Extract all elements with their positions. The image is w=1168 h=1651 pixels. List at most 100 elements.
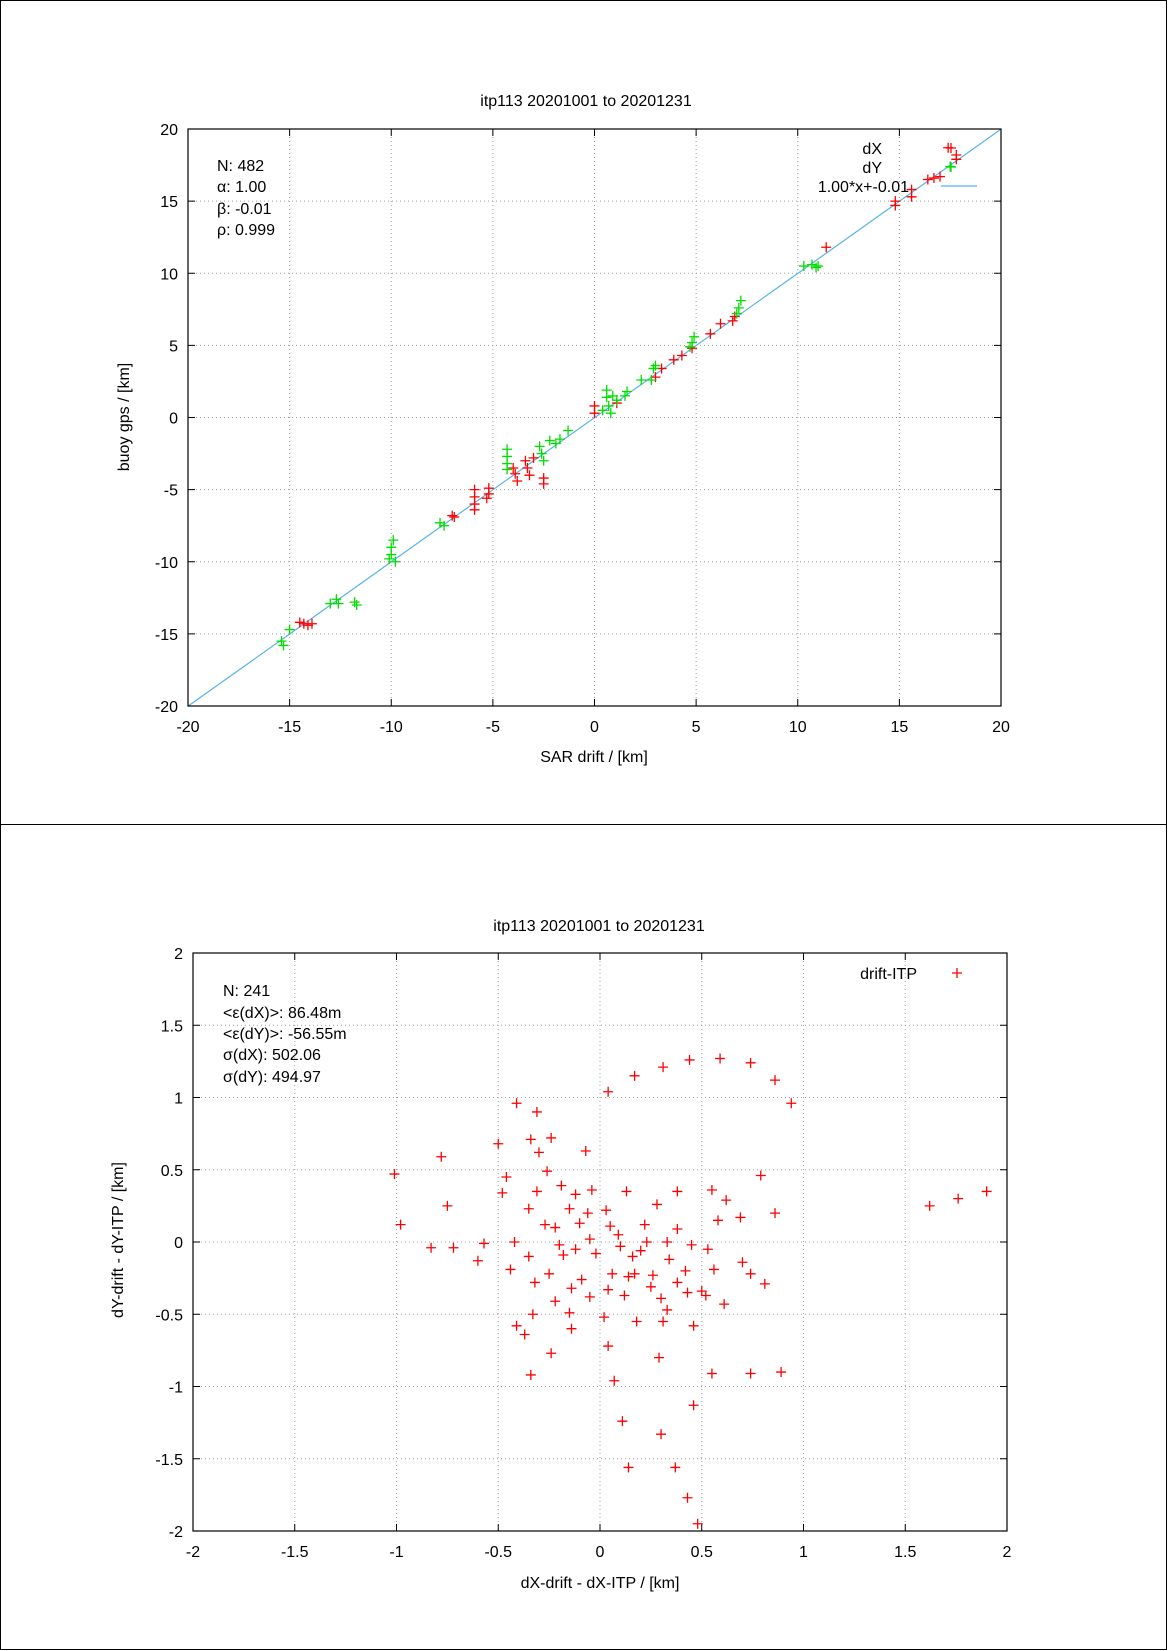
data-point bbox=[906, 184, 917, 195]
data-point bbox=[686, 1239, 697, 1250]
y-tick-label: -1 bbox=[169, 1380, 183, 1397]
data-point bbox=[511, 1320, 522, 1331]
stat-line: N: 241 bbox=[223, 983, 270, 1000]
data-point bbox=[635, 1245, 646, 1256]
data-point bbox=[654, 1352, 665, 1363]
data-point bbox=[436, 1151, 447, 1162]
data-point bbox=[544, 435, 555, 446]
data-point bbox=[525, 1134, 536, 1145]
x-tick-label: -10 bbox=[380, 719, 403, 736]
data-point bbox=[811, 262, 822, 273]
data-point bbox=[735, 295, 746, 306]
y-tick-label: 2 bbox=[174, 946, 183, 963]
plot-frame bbox=[192, 952, 1008, 1532]
data-point bbox=[388, 535, 399, 546]
stat-line: <ε(dY)>: -56.55m bbox=[223, 1026, 347, 1043]
data-point bbox=[576, 1274, 587, 1285]
data-point bbox=[558, 1250, 569, 1261]
grid bbox=[188, 129, 1001, 706]
y-tick-label: 0 bbox=[174, 1235, 183, 1252]
data-point bbox=[529, 1277, 540, 1288]
data-point bbox=[672, 1186, 683, 1197]
plot-area bbox=[389, 1053, 992, 1529]
data-point bbox=[645, 1281, 656, 1292]
series-dx bbox=[294, 142, 962, 631]
data-point bbox=[384, 553, 395, 564]
data-point bbox=[622, 386, 633, 397]
data-point bbox=[727, 315, 738, 326]
data-point bbox=[502, 464, 513, 475]
stats-box: N: 482 α: 1.00 β: -0.01 ρ: 0.999 bbox=[217, 158, 275, 239]
data-point bbox=[700, 1290, 711, 1301]
data-point bbox=[821, 242, 832, 253]
x-tick-label: -5 bbox=[486, 719, 500, 736]
data-point bbox=[601, 1205, 612, 1216]
data-point bbox=[733, 302, 744, 313]
data-point bbox=[525, 1369, 536, 1380]
x-tick-label: -1 bbox=[389, 1544, 403, 1561]
data-point bbox=[684, 1054, 695, 1065]
data-point bbox=[776, 1367, 787, 1378]
data-point bbox=[550, 438, 561, 449]
data-point bbox=[538, 455, 549, 466]
x-tick-label: -0.5 bbox=[484, 1544, 512, 1561]
x-tick-label: 1.5 bbox=[894, 1544, 916, 1561]
data-point bbox=[278, 640, 289, 651]
series-drift-itp bbox=[389, 1053, 992, 1529]
data-point bbox=[922, 174, 933, 185]
data-point bbox=[951, 149, 962, 160]
data-point bbox=[442, 1200, 453, 1211]
data-point bbox=[981, 1186, 992, 1197]
data-point bbox=[641, 1237, 652, 1247]
y-tick-label: -20 bbox=[155, 699, 178, 716]
data-point bbox=[770, 1208, 781, 1219]
data-point bbox=[512, 475, 523, 486]
data-point bbox=[505, 1264, 516, 1275]
data-point bbox=[333, 598, 344, 609]
data-point bbox=[607, 1268, 618, 1279]
x-axis-label: dX-drift - dX-ITP / [km] bbox=[521, 1575, 680, 1592]
data-point bbox=[715, 1053, 726, 1064]
data-point bbox=[538, 478, 549, 489]
data-point bbox=[601, 385, 612, 396]
x-tick-label: 0.5 bbox=[691, 1544, 713, 1561]
data-point bbox=[623, 1462, 634, 1473]
data-point bbox=[294, 617, 305, 628]
legend-label-drift-itp: drift-ITP bbox=[860, 966, 917, 983]
data-point bbox=[533, 1147, 544, 1158]
axes: -20 -15 -10 -5 0 5 10 15 20 -20 -15 -10 -5 0 5 10 15 20 bbox=[155, 122, 1010, 736]
data-point bbox=[570, 1189, 581, 1200]
data-point bbox=[759, 1278, 770, 1289]
data-point bbox=[670, 1462, 681, 1473]
x-tick-label: -15 bbox=[278, 719, 301, 736]
legend: dX dY 1.00*x+-0.01 bbox=[818, 141, 909, 196]
data-point bbox=[692, 1518, 703, 1529]
chart-title: itp113 20201001 to 20201231 bbox=[493, 918, 705, 935]
data-point bbox=[564, 1203, 575, 1214]
data-point bbox=[566, 1323, 577, 1334]
data-point bbox=[687, 337, 698, 348]
data-point bbox=[615, 1241, 626, 1252]
scatter-chart-buoy-vs-sar: itp113 20201001 to 20201231 SAR drift / … bbox=[116, 93, 1010, 766]
x-tick-label: -20 bbox=[176, 719, 199, 736]
y-tick-label: 10 bbox=[160, 266, 178, 283]
y-axis-label: dY-drift - dY-ITP / [km] bbox=[110, 1162, 127, 1318]
y-tick-label: -2 bbox=[169, 1524, 183, 1541]
data-point bbox=[550, 1222, 561, 1233]
data-point bbox=[658, 1062, 669, 1073]
data-point bbox=[540, 1219, 551, 1230]
data-point bbox=[447, 510, 458, 521]
data-point bbox=[715, 318, 726, 329]
data-point bbox=[617, 1416, 628, 1427]
series-dy bbox=[276, 161, 956, 651]
data-point bbox=[497, 1187, 508, 1198]
data-point bbox=[550, 1296, 561, 1307]
data-point bbox=[554, 1239, 565, 1250]
data-point bbox=[651, 1199, 662, 1210]
legend-marker bbox=[946, 143, 956, 153]
data-point bbox=[890, 196, 901, 207]
data-point bbox=[656, 1293, 667, 1304]
x-tick-label: 2 bbox=[1003, 1544, 1012, 1561]
stat-line: α: 1.00 bbox=[217, 179, 266, 196]
data-point bbox=[574, 1218, 585, 1229]
